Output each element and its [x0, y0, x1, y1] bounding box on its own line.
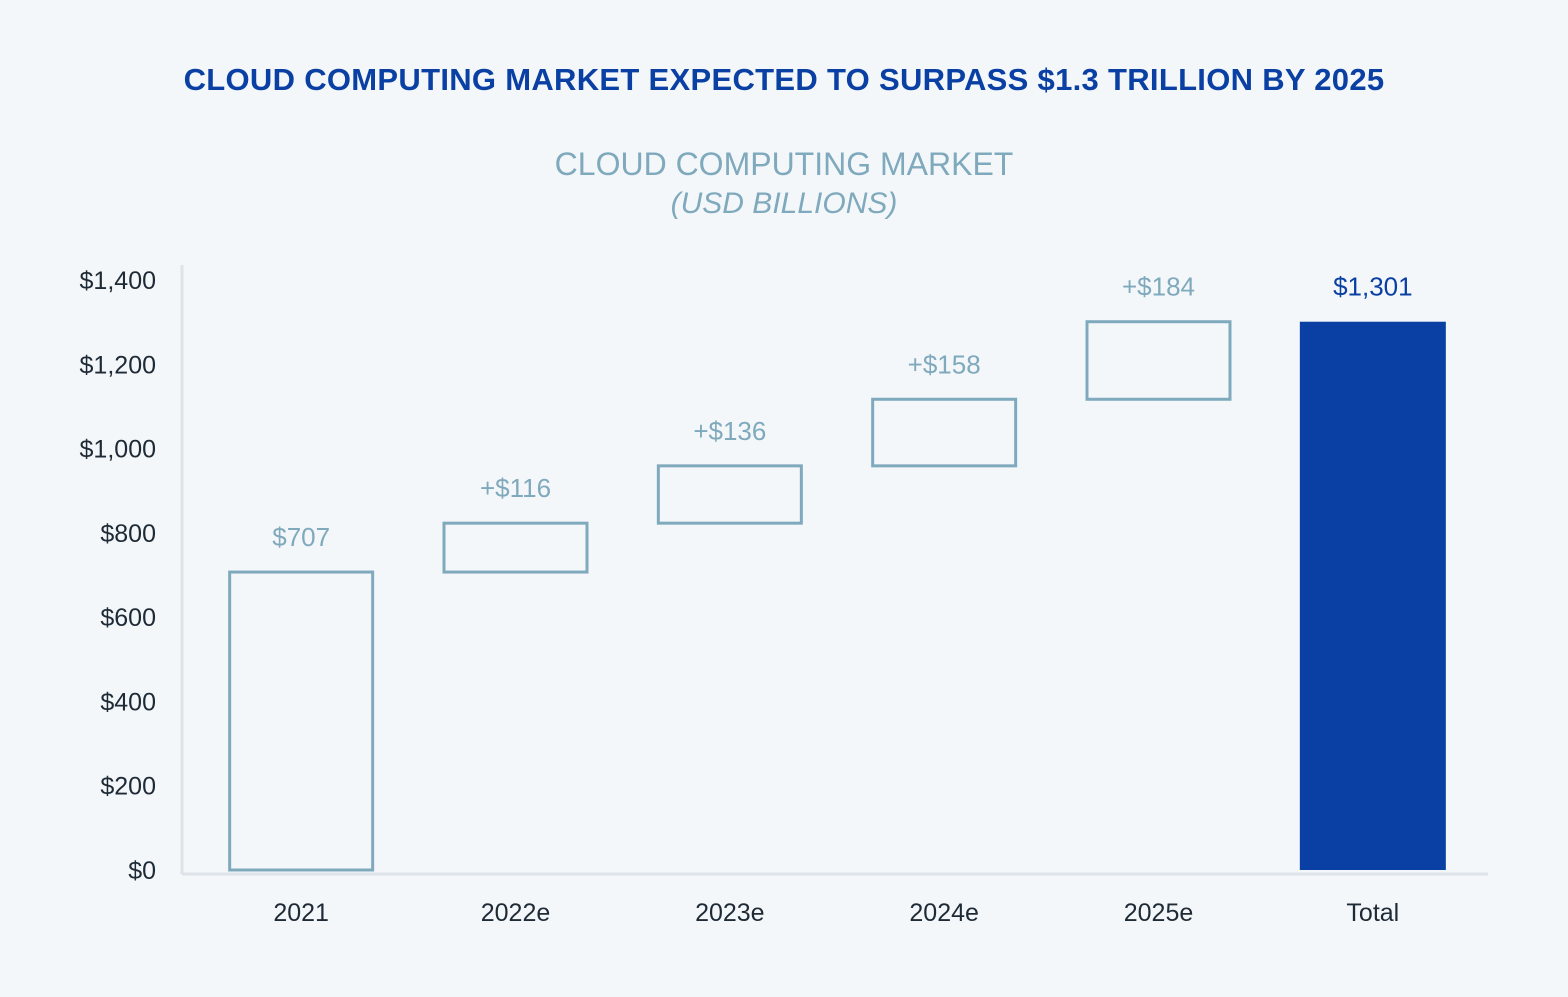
x-tick-label: 2025e [1124, 899, 1194, 927]
chart-subtitle: (USD BILLIONS) [670, 187, 898, 220]
bar [228, 570, 375, 872]
y-tick-label: $1,200 [80, 351, 156, 379]
y-tick-label: $0 [128, 857, 156, 885]
data-label: +$184 [1122, 272, 1195, 302]
x-tick-label: 2021 [273, 899, 329, 927]
total-bar [1299, 321, 1446, 870]
y-tick-label: $800 [100, 520, 156, 548]
data-label: +$136 [693, 416, 766, 446]
x-tick-label: 2022e [481, 899, 551, 927]
data-label: +$116 [480, 473, 551, 503]
page-headline: CLOUD COMPUTING MARKET EXPECTED TO SURPA… [183, 62, 1385, 97]
y-tick-label: $200 [100, 773, 156, 801]
bar [442, 521, 589, 574]
y-tick-label: $1,000 [80, 436, 156, 464]
x-tick-label: 2024e [909, 899, 979, 927]
x-tick-label: Total [1346, 899, 1399, 927]
data-label: $1,301 [1333, 272, 1413, 302]
data-label: +$158 [908, 349, 981, 379]
x-tick-labels: 2021 2022e 2023e 2024e 2025e Total [273, 899, 1399, 927]
y-tick-label: $400 [100, 688, 156, 716]
chart-bars [228, 320, 1446, 872]
chart-axes [180, 265, 1488, 876]
data-label: $707 [272, 522, 330, 552]
y-tick-labels: $0 $200 $400 $600 $800 $1,000 $1,200 $1,400 [80, 267, 156, 885]
bar [1085, 320, 1232, 401]
chart-title: CLOUD COMPUTING MARKET [554, 146, 1014, 182]
x-tick-label: 2023e [695, 899, 765, 927]
bar [871, 397, 1018, 468]
y-tick-label: $1,400 [80, 267, 156, 295]
bar [656, 464, 803, 525]
chart-data-labels: $707 +$116 +$136 +$158 +$184 $1,301 [272, 272, 1412, 552]
y-tick-label: $600 [100, 604, 156, 632]
